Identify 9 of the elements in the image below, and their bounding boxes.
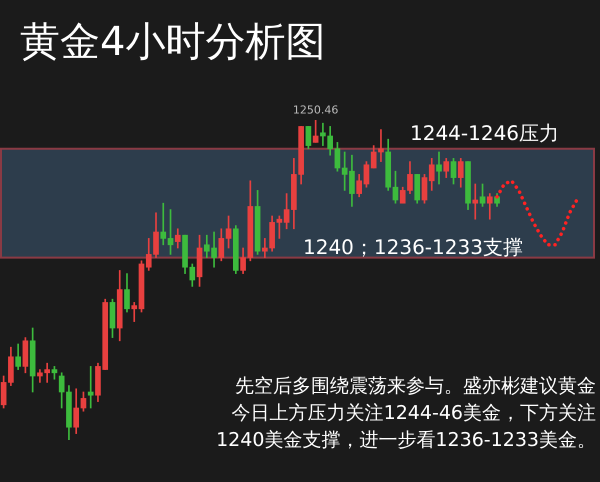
annotation: 1240美金支撑，进一步看1236-1233美金。 bbox=[216, 429, 596, 451]
band-label: 1244-1246压力 bbox=[410, 121, 560, 146]
annotation: 今日上方压力关注1244-46美金，下方关注 bbox=[232, 402, 596, 424]
candlestick bbox=[436, 152, 442, 184]
annotation: 先空后多围绕震荡来参与。盛亦彬建议黄金 bbox=[235, 375, 596, 397]
annotation: 1240；1236-1233支撑 bbox=[303, 235, 523, 259]
candlestick bbox=[52, 366, 58, 380]
chart-title: 黄金4小时分析图 bbox=[20, 18, 326, 67]
annotation: 1250.46 bbox=[292, 103, 338, 116]
